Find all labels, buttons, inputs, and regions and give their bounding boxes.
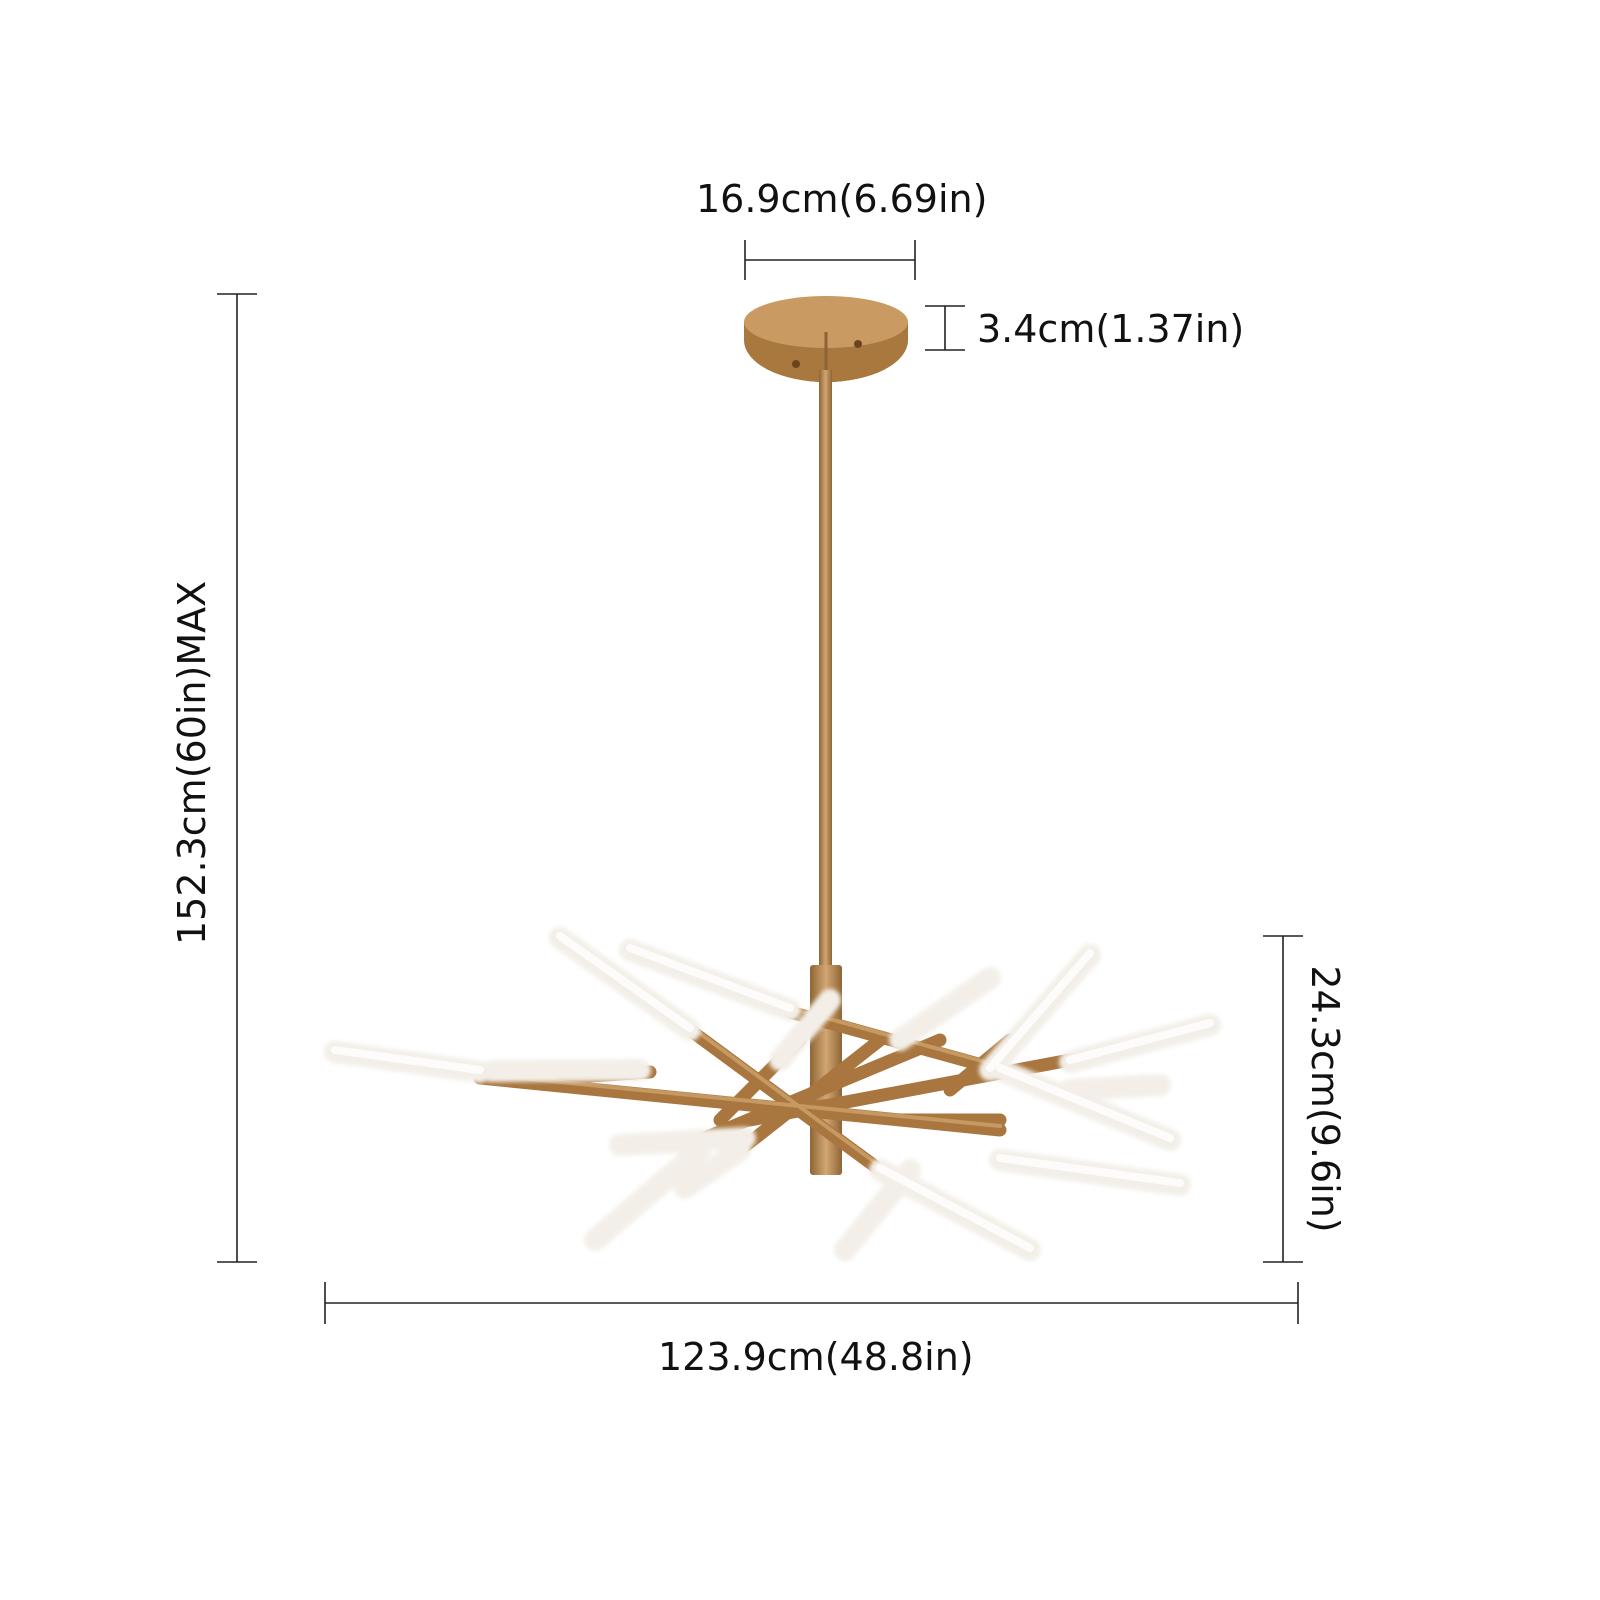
fixture-width-line: [324, 1282, 1299, 1324]
fixture-width-label: 123.9cm(48.8in): [658, 1335, 974, 1379]
ceiling-canopy: [744, 296, 908, 382]
fixture-height-line: [1263, 935, 1303, 1263]
overall-height-label: 152.3cm(60in)MAX: [170, 580, 214, 945]
dimension-lines: [217, 240, 1303, 1324]
canopy-height-line: [925, 305, 965, 351]
chandelier-arms: [324, 927, 1221, 1261]
canopy-width-label: 16.9cm(6.69in): [696, 177, 988, 221]
downrod: [819, 370, 832, 970]
canopy-width-line: [744, 240, 916, 280]
canopy-height-label: 3.4cm(1.37in): [977, 307, 1245, 351]
fixture-height-label: 24.3cm(9.6in): [1303, 965, 1347, 1233]
overall-height-line: [217, 293, 257, 1263]
